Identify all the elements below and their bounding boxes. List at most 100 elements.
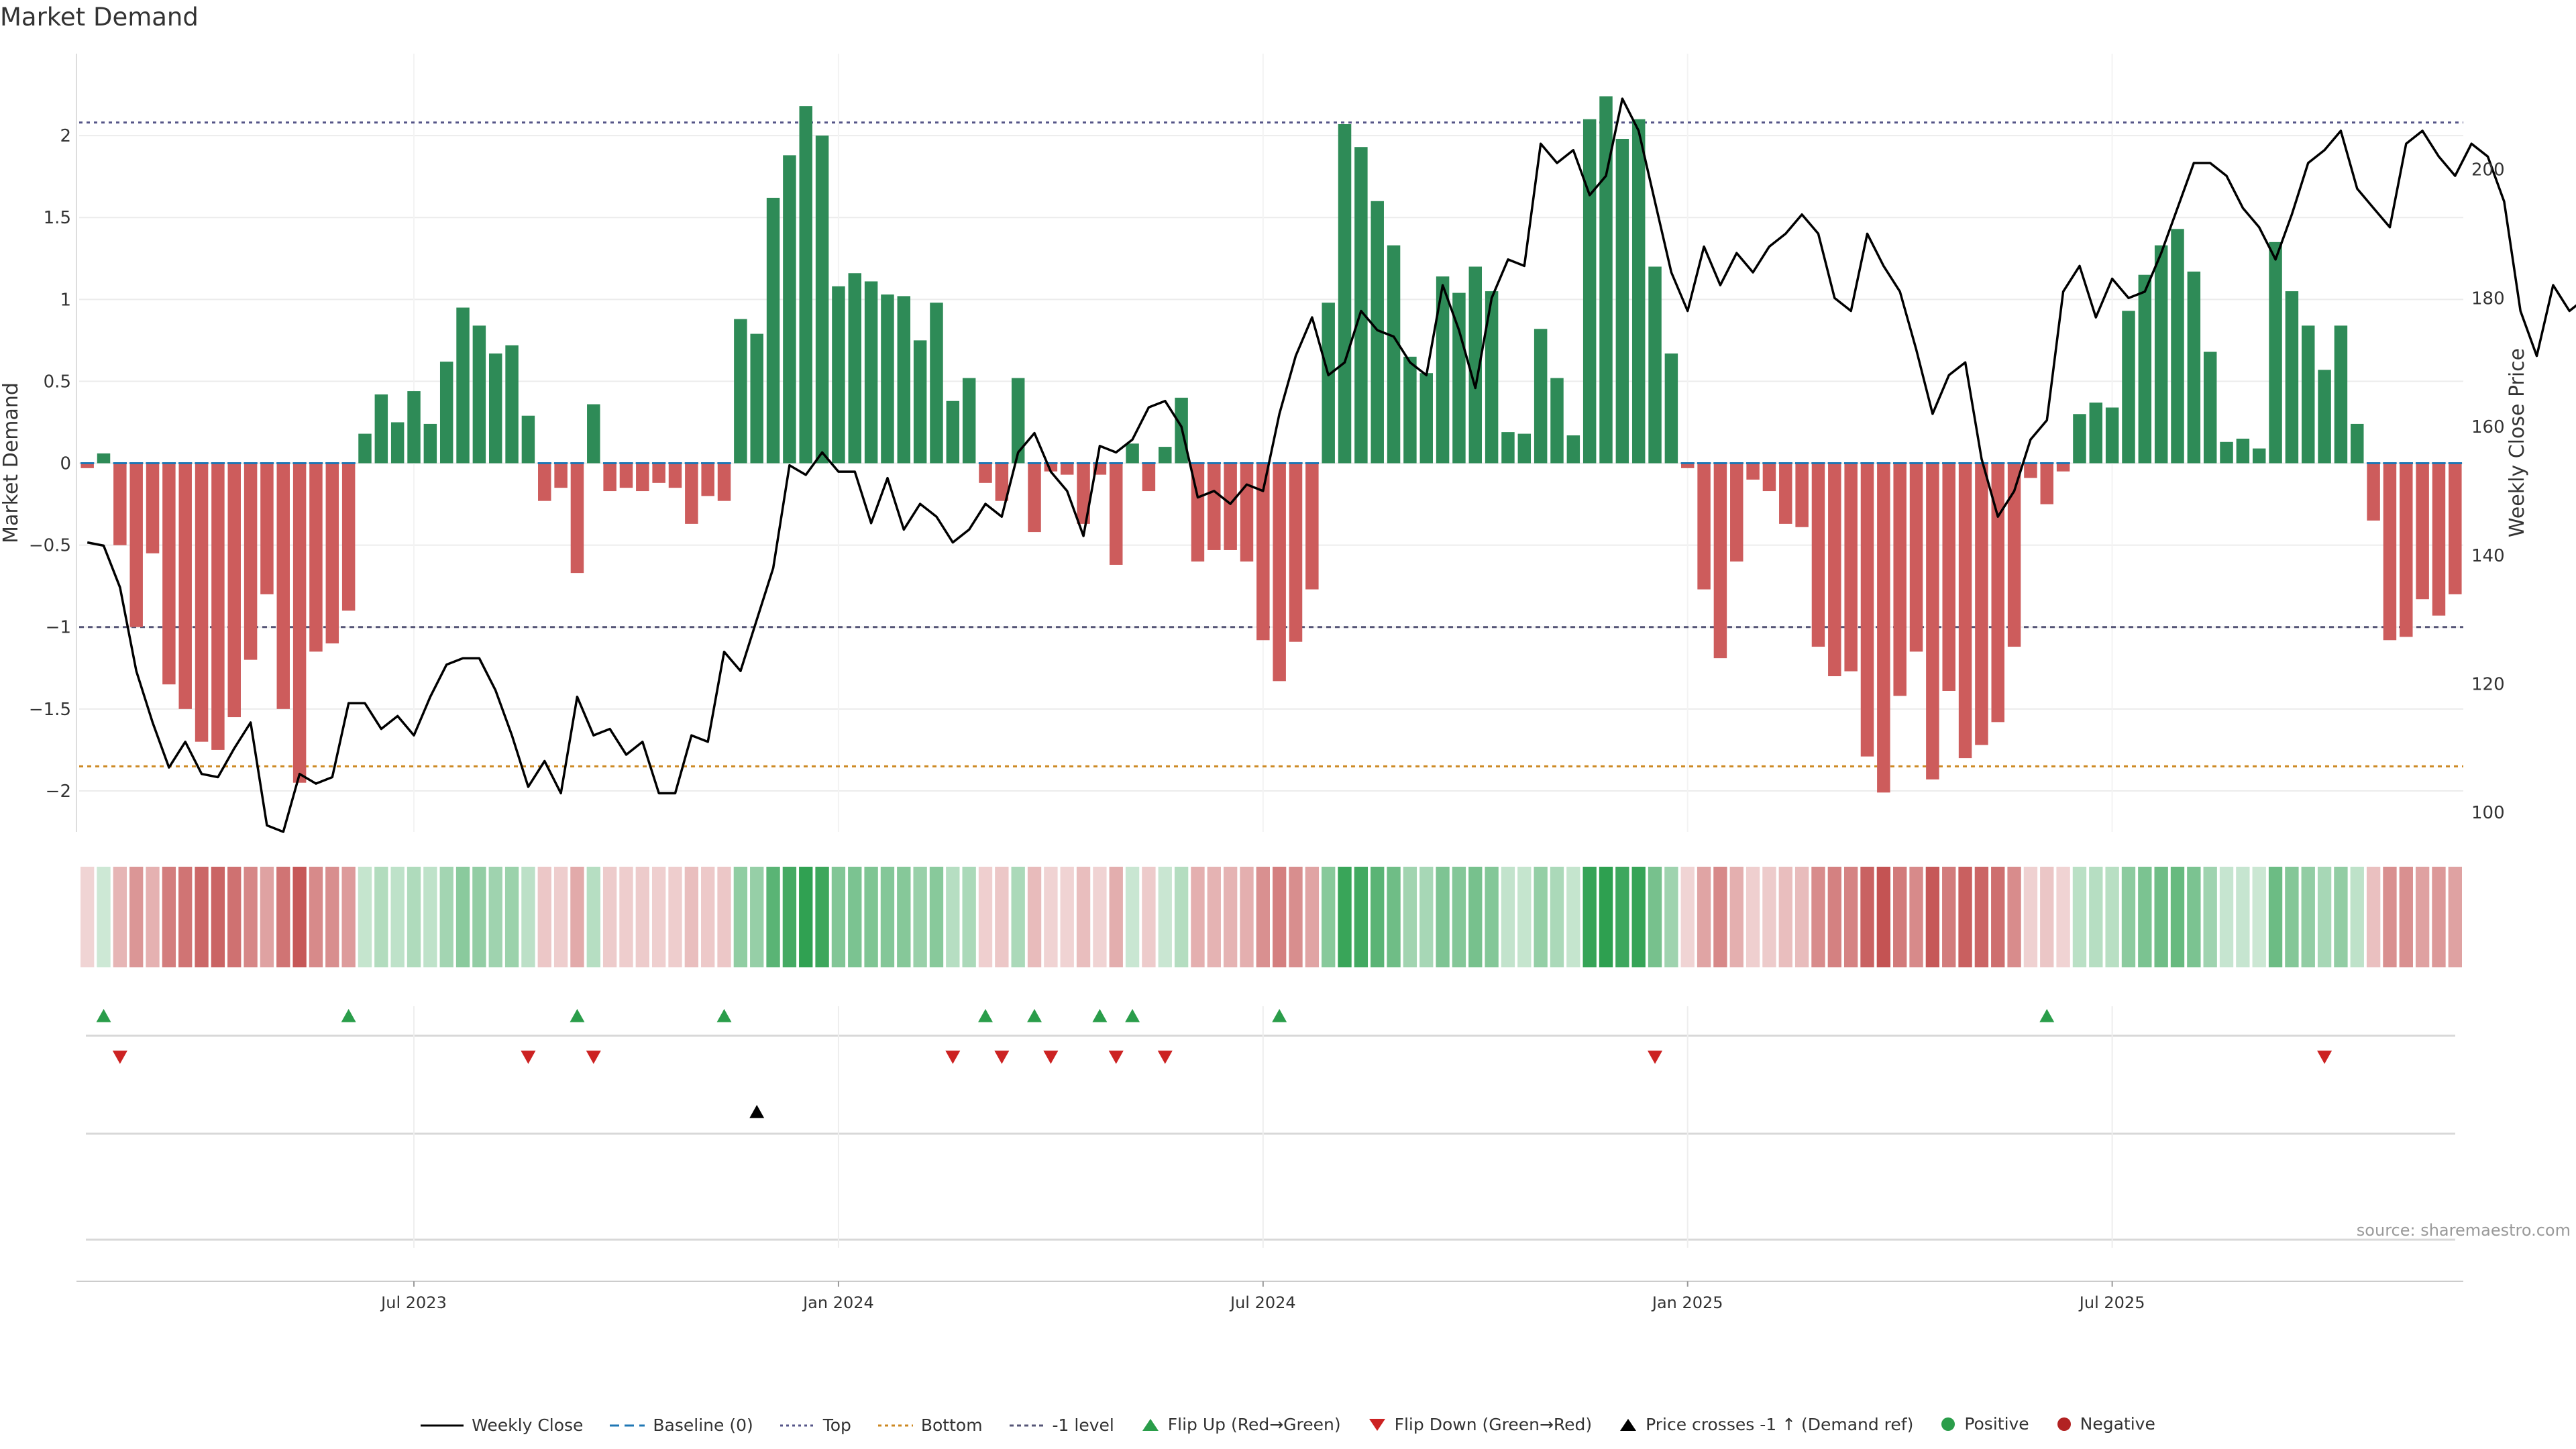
heat-cell [1827, 867, 1841, 967]
demand-bar [734, 319, 747, 464]
x-tick-label: Jul 2025 [2078, 1293, 2145, 1312]
demand-bar [521, 415, 535, 464]
demand-bar [848, 273, 862, 464]
heat-cell [995, 867, 1009, 967]
heat-cell [2170, 867, 2185, 967]
heat-cell [390, 867, 405, 967]
heat-cell [553, 867, 568, 967]
demand-bar [2154, 245, 2168, 464]
demand-bar [1746, 463, 1760, 480]
heat-cell [1044, 867, 1058, 967]
demand-bar [1142, 463, 1156, 492]
demand-bar [1305, 463, 1319, 590]
demand-bar [178, 463, 192, 709]
demand-bar [1762, 463, 1776, 492]
demand-bar [1322, 303, 1335, 464]
demand-bar [195, 463, 209, 742]
chart-title: Market Demand [0, 3, 199, 32]
x-tick-label: Jul 2024 [1229, 1293, 1296, 1312]
heat-cell [1289, 867, 1303, 967]
heat-cell [1403, 867, 1417, 967]
demand-bar [1060, 463, 1074, 475]
demand-bar [227, 463, 241, 718]
y2-axis-label: Weekly Close Price [2506, 348, 2529, 537]
heat-cell [897, 867, 911, 967]
demand-bar [2252, 448, 2266, 464]
flip-down-marker [2317, 1051, 2332, 1064]
demand-bar [1289, 463, 1303, 642]
demand-bar [1077, 463, 1090, 524]
heat-cell [831, 867, 846, 967]
demand-bar [717, 463, 731, 501]
axes: 2 1.5 1 0.5 0 −0.5 −1 −1.5 −2 200 180 160 140 120 100 [29, 54, 2505, 832]
flip-down-marker [1043, 1051, 1059, 1064]
heat-cell [504, 867, 519, 967]
heat-cell [782, 867, 797, 967]
demand-bar [146, 463, 160, 553]
heat-cell [1109, 867, 1123, 967]
heat-cell [1387, 867, 1401, 967]
demand-bar [1779, 463, 1792, 524]
heat-cell [129, 867, 144, 967]
heat-cell [455, 867, 470, 967]
heat-cell [1158, 867, 1172, 967]
heat-cell [1142, 867, 1156, 967]
heat-cell [1697, 867, 1711, 967]
y-tick-label: −1 [46, 618, 71, 638]
heat-cell [1501, 867, 1515, 967]
heat-cell [2089, 867, 2103, 967]
demand-bar [930, 303, 943, 464]
heat-cell [488, 867, 502, 967]
legend-minus-one: -1 level [1009, 1415, 1114, 1435]
demand-bar [1975, 463, 1988, 745]
y-tick-label: 0 [60, 454, 71, 474]
demand-bar [2040, 463, 2054, 504]
demand-bar [2203, 352, 2217, 464]
demand-bar [701, 463, 714, 496]
heat-cell [2366, 867, 2381, 967]
heat-cell [766, 867, 780, 967]
demand-heat-strip [80, 867, 2462, 967]
demand-bar [2138, 274, 2152, 464]
demand-bar [1126, 443, 1139, 464]
demand-bar [962, 378, 976, 464]
triangle-down-icon [1368, 1418, 1385, 1431]
demand-bar [80, 463, 94, 468]
demand-bar [2334, 325, 2348, 464]
heat-cell [1125, 867, 1140, 967]
flip-up-marker [341, 1009, 356, 1022]
heat-cell [1876, 867, 1891, 967]
heat-cell [2105, 867, 2119, 967]
demand-bar [538, 463, 551, 501]
flip-up-marker [1092, 1009, 1108, 1022]
legend-weekly-close: Weekly Close [421, 1415, 583, 1435]
legend-label: Flip Down (Green→Red) [1394, 1415, 1593, 1434]
chart-legend: Weekly Close Baseline (0) Top Bottom -1 … [0, 1414, 2576, 1436]
heat-cell [162, 867, 176, 967]
demand-bar [1501, 432, 1515, 464]
legend-label: Bottom [920, 1415, 983, 1435]
heat-cell [244, 867, 258, 967]
heat-cell [2023, 867, 2038, 967]
demand-bar [2220, 441, 2233, 464]
demand-bar [2089, 402, 2103, 464]
x-tick-label: Jul 2023 [380, 1293, 447, 1312]
demand-bar [260, 463, 274, 594]
flip-down-marker [521, 1051, 536, 1064]
demand-bar [1713, 463, 1727, 659]
heat-cell [1468, 867, 1483, 967]
demand-bar [652, 463, 665, 483]
heat-cell [586, 867, 600, 967]
heat-cell [1076, 867, 1091, 967]
heat-cell [439, 867, 453, 967]
demand-bar [439, 362, 453, 464]
demand-bar [1485, 291, 1499, 464]
demand-bar [456, 307, 470, 464]
demand-bar [2351, 423, 2364, 464]
heat-cell [668, 867, 682, 967]
heat-cell [1991, 867, 2005, 967]
y-tick-label: 1.5 [44, 208, 71, 228]
heat-cell [1909, 867, 1923, 967]
demand-bar [864, 281, 878, 464]
heat-cell [815, 867, 829, 967]
